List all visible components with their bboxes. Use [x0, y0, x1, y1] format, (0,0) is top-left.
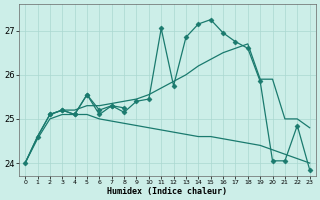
X-axis label: Humidex (Indice chaleur): Humidex (Indice chaleur) — [108, 187, 228, 196]
